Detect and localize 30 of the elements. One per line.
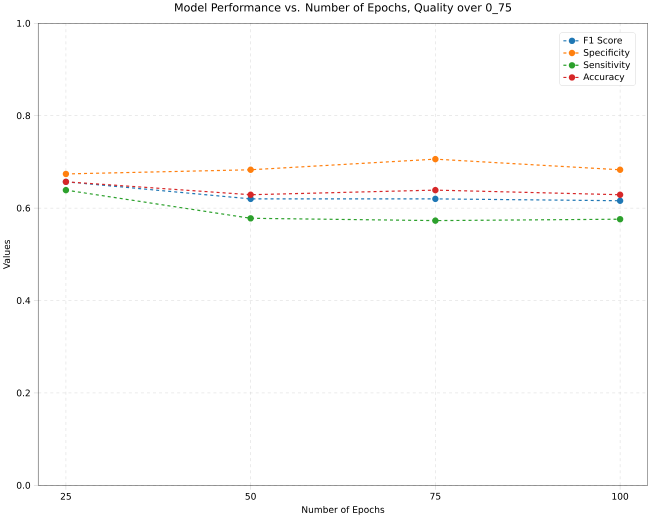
point [247,215,254,222]
legend-label: F1 Score [584,36,622,44]
point [247,192,254,198]
y-tick-label: 0.4 [16,297,30,304]
point [432,196,439,202]
y-tick-label: 0.8 [16,112,30,120]
legend-label: Accuracy [583,74,624,82]
point [432,156,439,162]
point [247,166,254,174]
point [616,192,624,198]
point [432,218,439,224]
y-tick-label: 0.6 [16,204,30,212]
x-tick-label: 100 [612,492,628,500]
point [62,170,70,178]
x-tick-label: 50 [246,492,256,500]
x-tick-label: 25 [60,492,71,500]
legend-label: Specificity [584,49,630,58]
x-axis-title: Number of Epochs [302,506,384,515]
point [616,166,624,174]
y-tick-label: 1.0 [17,20,30,27]
y-tick-label: 0.2 [16,390,30,396]
y-tick-label: 0.0 [16,482,30,489]
point [616,216,624,223]
legend-label: Sensitivity [584,61,630,70]
chart-title: Model Performance vs. Number of Epochs, Quality over 0_75 [175,3,512,14]
point [616,198,624,204]
point [432,187,439,194]
x-tick-label: 75 [430,492,440,500]
point [62,187,70,194]
y-axis-title: Values [3,240,10,270]
